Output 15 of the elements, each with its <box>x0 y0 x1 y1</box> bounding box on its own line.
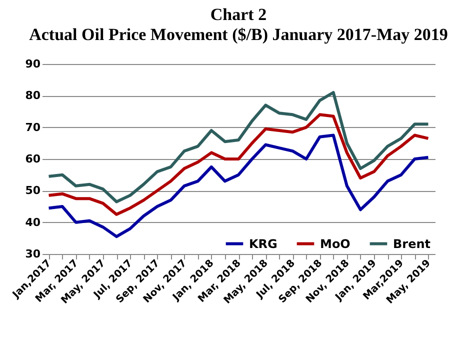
y-tick-label: 80 <box>25 89 41 102</box>
y-tick-label: 40 <box>25 216 41 229</box>
chart-title: Chart 2 <box>210 5 267 24</box>
legend-label: MoO <box>320 236 350 251</box>
chart-subtitle: Actual Oil Price Movement ($/B) January 2017-May 2019 <box>29 25 448 44</box>
y-tick-label: 50 <box>25 184 41 198</box>
y-tick-label: 70 <box>25 120 41 134</box>
legend-label: Brent <box>393 236 431 251</box>
legend-label: KRG <box>249 236 278 251</box>
line-series <box>47 134 430 238</box>
y-tick-label: 90 <box>25 58 41 70</box>
y-tick-label: 30 <box>25 248 41 260</box>
line-series <box>47 91 430 204</box>
y-tick-label: 60 <box>25 152 41 166</box>
line-series <box>47 113 430 216</box>
